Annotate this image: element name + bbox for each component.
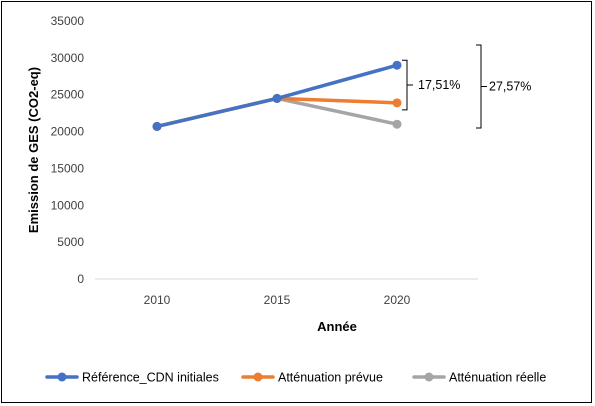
data-point xyxy=(272,93,282,103)
series-lines xyxy=(152,60,402,131)
legend-label: Référence_CDN initiales xyxy=(82,371,219,385)
x-tick-label: 2015 xyxy=(264,293,291,307)
data-point xyxy=(392,98,402,108)
annotation-bracket xyxy=(476,44,487,129)
y-tick-label: 15000 xyxy=(51,161,85,175)
annotation-label: 17,51% xyxy=(418,78,460,92)
y-tick-label: 10000 xyxy=(51,198,85,212)
x-axis-ticks: 2010 2015 2020 xyxy=(144,293,411,307)
percentage-annotations: 17,51% 27,57% xyxy=(402,44,531,129)
y-tick-label: 30000 xyxy=(51,51,85,65)
data-point xyxy=(152,121,162,131)
chart-legend: Référence_CDN initiales Atténuation prévu… xyxy=(45,371,546,385)
x-tick-label: 2010 xyxy=(144,293,171,307)
x-tick-label: 2020 xyxy=(384,293,411,307)
data-point xyxy=(392,60,402,70)
legend-swatch-marker xyxy=(253,372,263,382)
legend-swatch-marker xyxy=(424,372,434,382)
y-tick-label: 25000 xyxy=(51,88,85,102)
legend-swatch-marker xyxy=(57,372,67,382)
data-point xyxy=(392,119,402,129)
y-tick-label: 35000 xyxy=(51,14,85,28)
y-axis-ticks: 0 5000 10000 15000 20000 25000 30000 35000 xyxy=(51,14,85,286)
legend-label: Atténuation réelle xyxy=(449,371,546,385)
y-tick-label: 20000 xyxy=(51,125,85,139)
annotation-bracket xyxy=(402,59,413,111)
y-tick-label: 0 xyxy=(77,272,84,286)
legend-label: Atténuation prévue xyxy=(278,371,383,385)
y-tick-label: 5000 xyxy=(57,235,84,249)
x-axis-title: Année xyxy=(317,319,357,334)
annotation-label: 27,57% xyxy=(489,80,531,94)
y-axis-title: Emission de GES (CO2-eq) xyxy=(26,67,41,233)
